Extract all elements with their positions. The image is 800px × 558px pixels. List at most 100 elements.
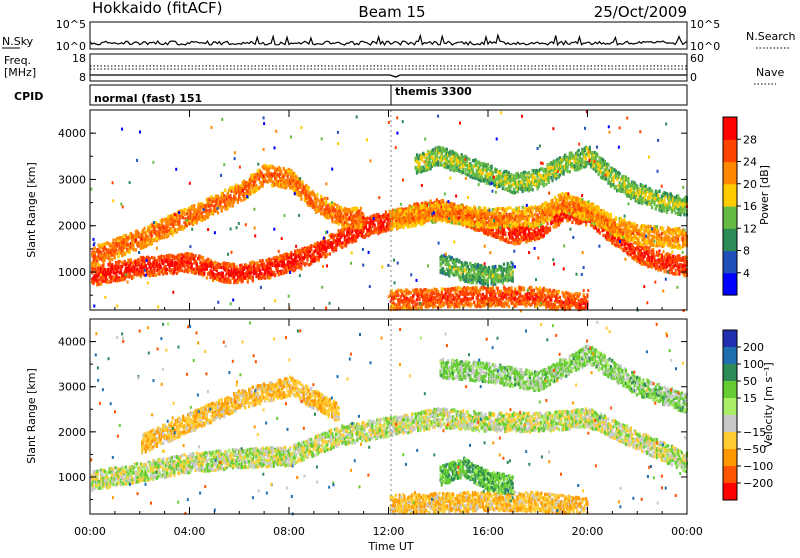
data-cell	[316, 247, 318, 250]
data-cell	[156, 237, 158, 240]
data-cell	[135, 248, 137, 251]
data-cell	[144, 227, 146, 230]
data-cell	[617, 245, 619, 248]
data-cell	[185, 208, 187, 211]
data-cell	[369, 226, 371, 229]
data-cell	[300, 194, 302, 197]
data-cell	[384, 220, 386, 223]
data-cell	[352, 225, 354, 228]
data-cell	[310, 248, 312, 251]
data-cell	[124, 260, 126, 263]
data-cell	[232, 204, 234, 207]
data-cell	[109, 259, 111, 262]
data-cell	[227, 192, 229, 195]
data-cell	[249, 193, 251, 196]
data-cell	[663, 258, 665, 261]
nsky-label: N.Sky	[2, 35, 34, 48]
data-cell	[315, 204, 317, 207]
data-cell	[325, 249, 327, 252]
data-cell	[648, 251, 650, 254]
data-cell	[396, 210, 398, 213]
data-cell	[222, 275, 224, 278]
data-cell	[183, 212, 185, 215]
data-cell	[129, 275, 131, 278]
data-cell	[328, 240, 330, 243]
data-cell	[110, 271, 112, 274]
data-cell	[543, 234, 545, 237]
data-cell	[341, 246, 343, 249]
freq-trace	[90, 75, 687, 77]
data-cell	[224, 189, 226, 192]
data-cell	[162, 262, 164, 265]
data-cell	[111, 258, 113, 261]
data-cell	[111, 244, 113, 247]
data-cell	[252, 279, 254, 282]
data-cell	[274, 274, 276, 277]
data-cell	[657, 268, 659, 271]
data-cell	[262, 184, 264, 187]
data-cell	[280, 170, 282, 173]
data-cell	[653, 254, 655, 257]
data-cell	[96, 260, 98, 263]
data-cell	[331, 220, 333, 223]
data-cell	[316, 193, 318, 196]
data-cell	[300, 198, 302, 201]
data-cell	[283, 167, 285, 170]
data-cell	[250, 271, 252, 274]
freq-tick-top: 18	[72, 52, 86, 65]
data-cell	[293, 263, 295, 266]
data-cell	[509, 229, 511, 232]
data-cell	[614, 239, 616, 242]
data-cell	[153, 270, 155, 273]
data-cell	[382, 224, 384, 227]
data-cell	[417, 203, 419, 206]
data-cell	[212, 197, 214, 200]
freq-unit-label: [MHz]	[4, 66, 36, 79]
data-cell	[285, 186, 287, 189]
data-cell	[634, 250, 636, 253]
data-cell	[201, 211, 203, 214]
data-cell	[155, 274, 157, 277]
data-cell	[621, 243, 623, 246]
data-cell	[206, 268, 208, 271]
data-cell	[163, 236, 165, 239]
data-cell	[183, 263, 185, 266]
data-cell	[178, 222, 180, 225]
data-cell	[549, 229, 551, 232]
data-cell	[348, 223, 350, 226]
nsearch-tick-top: 10^5	[690, 18, 720, 31]
data-cell	[223, 194, 225, 197]
data-cell	[512, 236, 514, 239]
data-cell	[160, 264, 162, 267]
data-cell	[553, 225, 555, 228]
data-cell	[264, 277, 266, 280]
data-cell	[137, 258, 139, 261]
data-cell	[308, 187, 310, 190]
data-cell	[247, 279, 249, 282]
data-cell	[175, 223, 177, 226]
data-cell	[111, 264, 113, 267]
data-cell	[195, 254, 197, 257]
data-cell	[115, 261, 117, 264]
data-cell	[116, 270, 118, 273]
data-cell	[188, 269, 190, 272]
data-cell	[676, 272, 678, 275]
nsky-series	[90, 35, 687, 45]
data-cell	[106, 281, 108, 284]
data-cell	[360, 207, 362, 210]
data-cell	[95, 263, 97, 266]
data-cell	[269, 164, 271, 167]
data-cell	[119, 237, 121, 240]
data-cell	[255, 178, 257, 181]
data-cell	[585, 223, 587, 226]
data-cell	[132, 248, 134, 251]
data-cell	[676, 263, 678, 266]
data-cell	[513, 242, 515, 245]
data-cell	[287, 175, 289, 178]
data-cell	[599, 231, 601, 234]
data-cell	[647, 265, 649, 268]
data-cell	[217, 195, 219, 198]
data-cell	[504, 231, 506, 234]
data-cell	[297, 187, 299, 190]
data-cell	[672, 255, 674, 258]
